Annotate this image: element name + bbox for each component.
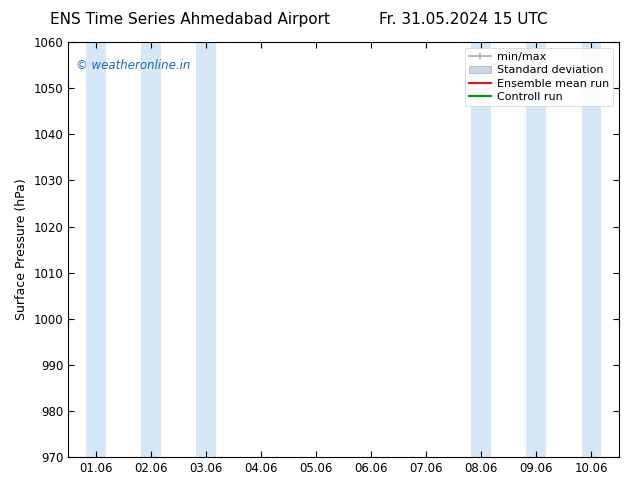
Bar [86,42,106,457]
Bar [526,42,547,457]
Bar [581,42,602,457]
Legend: min/max, Standard deviation, Ensemble mean run, Controll run: min/max, Standard deviation, Ensemble me… [465,48,614,106]
Bar [471,42,491,457]
Text: ENS Time Series Ahmedabad Airport: ENS Time Series Ahmedabad Airport [50,12,330,27]
Bar [141,42,160,457]
Text: © weatheronline.in: © weatheronline.in [77,59,191,72]
Y-axis label: Surface Pressure (hPa): Surface Pressure (hPa) [15,179,28,320]
Bar [196,42,216,457]
Text: Fr. 31.05.2024 15 UTC: Fr. 31.05.2024 15 UTC [378,12,547,27]
